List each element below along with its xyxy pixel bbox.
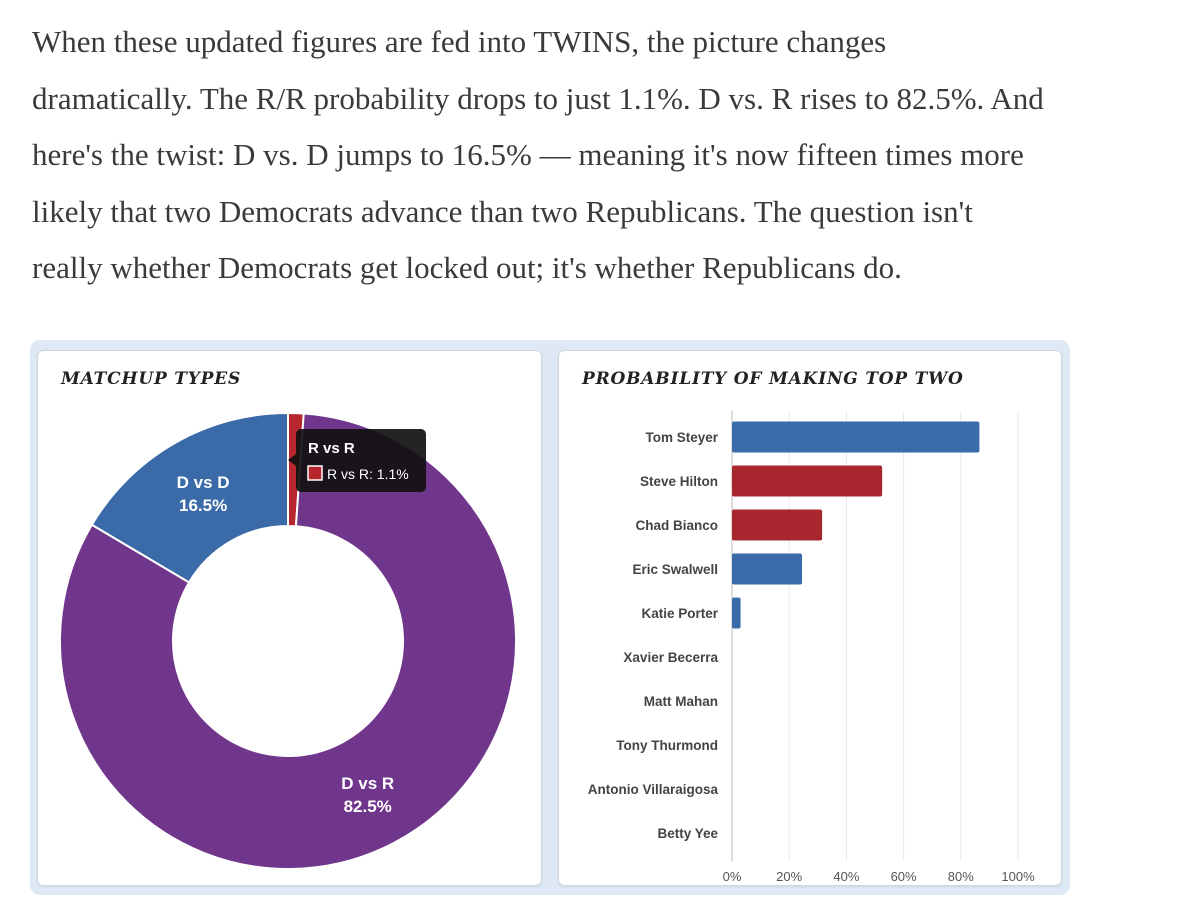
tooltip-title: R vs R xyxy=(308,440,355,457)
y-category-label: Chad Bianco xyxy=(635,518,718,533)
top-two-chart-title: PROBABILITY OF MAKING TOP TWO xyxy=(582,369,964,389)
x-tick-label: 100% xyxy=(1001,869,1035,884)
bar-tom-steyer[interactable] xyxy=(732,421,980,453)
matchup-chart-title: MATCHUP TYPES xyxy=(61,369,242,389)
y-category-label: Steve Hilton xyxy=(640,474,718,489)
slice-d-vs-d[interactable] xyxy=(90,411,289,584)
matchup-types-card: D vs R 82.5% D vs D 16.5% R vs R R vs R: 1.1%… xyxy=(37,350,542,886)
bar-steve-hilton[interactable] xyxy=(732,465,883,497)
slice-label-d-vs-r: D vs R xyxy=(341,774,394,793)
y-category-label: Antonio Villaraigosa xyxy=(588,782,719,797)
y-category-label: Tom Steyer xyxy=(645,430,718,445)
bar-chad-bianco[interactable] xyxy=(732,509,823,541)
charts-panel: D vs R 82.5% D vs D 16.5% R vs R R vs R: 1.1%… xyxy=(30,340,1070,895)
y-category-label: Matt Mahan xyxy=(644,694,718,709)
tooltip-body: R vs R: 1.1% xyxy=(327,466,409,482)
article-line: dramatically. The R/R probability drops … xyxy=(32,80,1044,116)
article-paragraph: When these updated figures are fed into … xyxy=(32,14,1182,297)
bar-katie-porter[interactable] xyxy=(732,597,741,629)
slice-value-d-vs-r: 82.5% xyxy=(344,797,392,816)
x-tick-label: 80% xyxy=(948,869,974,884)
x-tick-label: 0% xyxy=(723,869,742,884)
y-category-label: Tony Thurmond xyxy=(616,738,718,753)
y-category-label: Xavier Becerra xyxy=(623,650,718,665)
y-category-label: Katie Porter xyxy=(641,606,718,621)
chart-tooltip: R vs R R vs R: 1.1% xyxy=(288,429,426,492)
top-two-card: 0% 20% 40% 60% 80% 100% Tom Steyer Steve Hilton… xyxy=(558,350,1062,886)
bar-eric-swalwell[interactable] xyxy=(732,553,803,585)
article-line: When these updated figures are fed into … xyxy=(32,24,887,59)
x-tick-label: 20% xyxy=(776,869,802,884)
matchup-donut-chart: D vs R 82.5% D vs D 16.5% R vs R R vs R: 1.1% xyxy=(59,411,517,870)
top-two-bar-chart: 0% 20% 40% 60% 80% 100% Tom Steyer Steve Hilton… xyxy=(588,411,1035,884)
y-category-label: Betty Yee xyxy=(657,826,718,841)
slice-label-d-vs-d: D vs D xyxy=(177,473,230,492)
article-line: likely that two Democrats advance than t… xyxy=(32,193,973,229)
slice-d-vs-r[interactable] xyxy=(59,412,517,870)
x-tick-label: 60% xyxy=(891,869,917,884)
tooltip-caret xyxy=(288,454,296,466)
article-line: really whether Democrats get locked out;… xyxy=(32,250,902,285)
tooltip-background xyxy=(296,429,426,492)
tooltip-swatch xyxy=(307,465,323,481)
article-line: here's the twist: D vs. D jumps to 16.5%… xyxy=(32,137,1024,172)
y-category-label: Eric Swalwell xyxy=(632,562,718,577)
slice-value-d-vs-d: 16.5% xyxy=(179,496,227,515)
x-tick-label: 40% xyxy=(833,869,859,884)
